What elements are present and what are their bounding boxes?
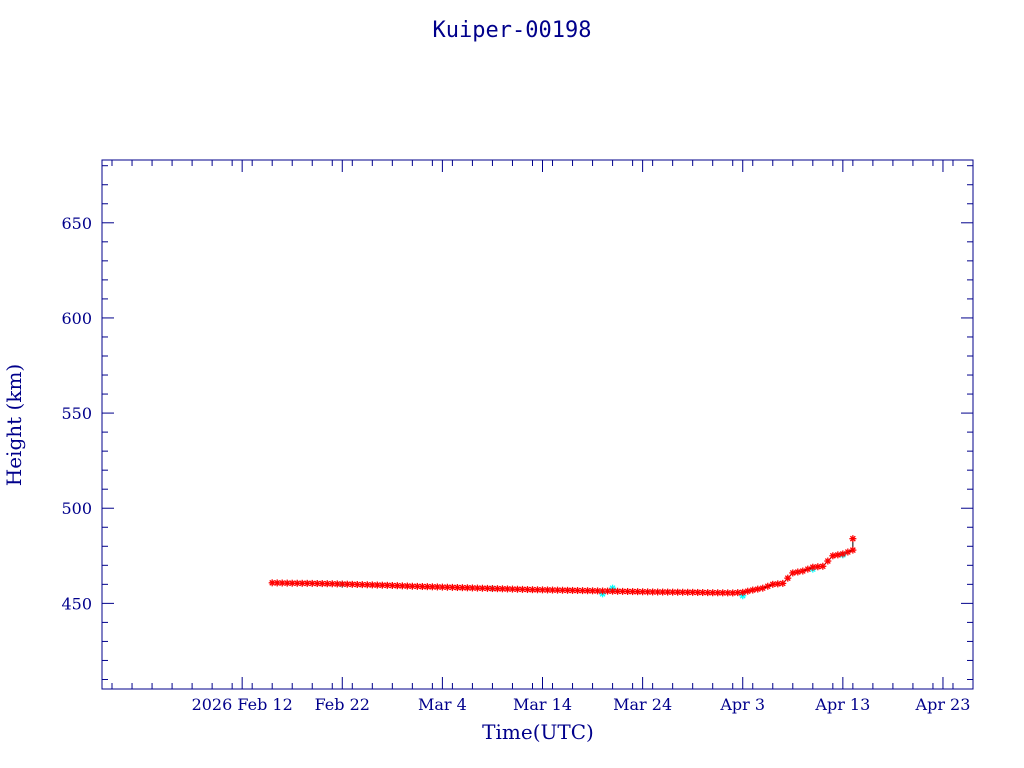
data-point-red — [824, 557, 832, 565]
data-point-red — [363, 581, 371, 589]
data-point-red — [744, 587, 752, 595]
x-tick-label: Mar 4 — [418, 695, 467, 714]
y-axis-label: Height (km) — [2, 364, 26, 486]
data-point-red — [298, 579, 306, 587]
data-point-red — [564, 586, 572, 594]
data-point-red — [829, 552, 837, 560]
data-point-red — [849, 546, 857, 554]
y-tick-label: 550 — [61, 404, 92, 423]
x-tick-label: Mar 24 — [613, 695, 672, 714]
data-point-red — [589, 587, 597, 595]
data-point-red — [373, 581, 381, 589]
data-point-red — [323, 580, 331, 588]
data-point-red — [784, 574, 792, 582]
data-point-red — [574, 587, 582, 595]
data-point-red — [528, 586, 536, 594]
x-tick-label: Feb 22 — [315, 695, 370, 714]
data-point-red — [794, 568, 802, 576]
plot-frame — [101, 159, 974, 690]
x-tick-label: 2026 Feb 12 — [192, 695, 293, 714]
data-point-red — [739, 588, 747, 596]
chart-title: Kuiper-00198 — [433, 18, 592, 43]
data-point-red — [584, 587, 592, 595]
x-axis-label: Time(UTC) — [482, 720, 594, 744]
x-tick-label: Apr 3 — [719, 695, 765, 714]
data-point-red — [684, 588, 692, 596]
data-point-red — [814, 563, 822, 571]
data-point-red — [338, 580, 346, 588]
data-point-red — [674, 588, 682, 596]
data-point-red — [398, 582, 406, 590]
data-point-red — [834, 551, 842, 559]
x-tick-label: Mar 14 — [513, 695, 572, 714]
y-tick-label: 650 — [61, 214, 92, 233]
data-point-red — [438, 583, 446, 591]
data-point-red — [629, 588, 637, 596]
x-tick-label: Apr 13 — [814, 695, 870, 714]
data-point-red — [714, 589, 722, 597]
data-point-red — [473, 584, 481, 592]
y-tick-label: 600 — [61, 309, 92, 328]
data-point-red — [534, 586, 541, 594]
y-tick-labels: 450 500 550 600 650 — [61, 214, 92, 614]
data-point-red — [488, 585, 496, 593]
data-point-red — [644, 588, 652, 596]
data-point-red — [433, 583, 441, 591]
data-point-red — [333, 580, 341, 588]
data-point-red — [779, 579, 787, 587]
data-point-red — [849, 535, 857, 543]
data-point-red — [754, 585, 762, 593]
data-point-red — [749, 586, 757, 594]
data-point-red — [789, 569, 797, 577]
x-tick-labels: 2026 Feb 12 Feb 22 Mar 4 Mar 14 Mar 24 Apr 3 A… — [192, 695, 971, 714]
data-point-red — [619, 587, 627, 595]
data-point-red — [388, 581, 396, 589]
axis-ticks — [102, 160, 973, 689]
y-tick-label: 500 — [61, 499, 92, 518]
series-layer — [268, 535, 857, 600]
data-point-red — [368, 581, 376, 589]
x-tick-label: Apr 23 — [915, 695, 971, 714]
data-point-red — [819, 562, 827, 570]
data-point-red — [634, 588, 642, 596]
data-point-red — [288, 579, 296, 587]
data-point-red — [664, 588, 672, 596]
y-tick-label: 450 — [61, 594, 92, 613]
